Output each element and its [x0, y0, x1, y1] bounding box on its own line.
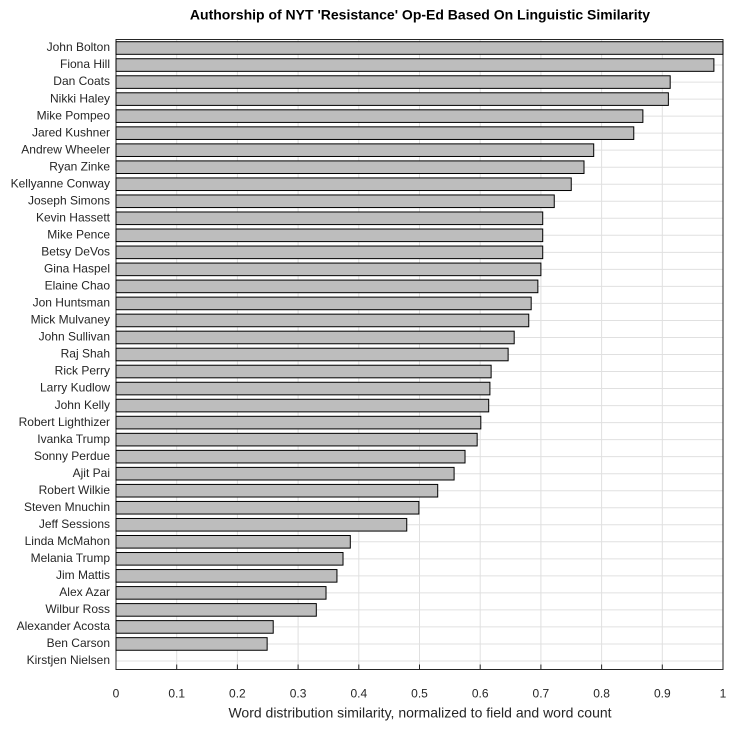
bar [115, 347, 509, 362]
y-tick-label: Ajit Pai [73, 466, 110, 480]
y-tick-label: John Bolton [47, 40, 110, 54]
bar [115, 296, 532, 311]
y-tick-label: Sonny Perdue [34, 449, 110, 463]
bar [115, 228, 544, 243]
bar [115, 517, 408, 532]
bar [115, 500, 420, 515]
bar [115, 177, 572, 192]
y-tick-label: Betsy DeVos [41, 245, 110, 259]
y-tick-label: Ryan Zinke [49, 159, 110, 173]
chart-title: Authorship of NYT 'Resistance' Op-Ed Bas… [190, 7, 650, 23]
x-tick-label: 0.3 [290, 687, 307, 701]
bar [115, 432, 478, 447]
y-tick-label: Raj Shah [61, 347, 110, 361]
y-tick-label: John Kelly [55, 398, 110, 412]
bar [115, 160, 585, 175]
bar [115, 381, 491, 396]
y-tick-label: Jim Mattis [56, 568, 110, 582]
bar [115, 637, 268, 651]
y-tick-label: Mike Pence [47, 227, 110, 241]
x-axis-label: Word distribution similarity, normalized… [228, 705, 611, 721]
y-tick-label: Kevin Hassett [36, 210, 111, 224]
bar [115, 466, 455, 481]
y-tick-label: Steven Mnuchin [24, 500, 110, 514]
y-tick-label: Robert Wilkie [39, 483, 111, 497]
y-tick-label: Mike Pompeo [37, 108, 111, 122]
y-tick-label: Melania Trump [31, 551, 111, 565]
y-tick-label: Elaine Chao [45, 279, 111, 293]
bar [115, 313, 530, 328]
x-tick-label: 0.4 [350, 687, 367, 701]
bar [115, 279, 539, 294]
y-tick-label: Gina Haspel [44, 262, 110, 276]
bar [115, 92, 669, 106]
y-tick-label: Mick Mulvaney [31, 313, 110, 327]
bar [115, 75, 671, 89]
y-tick-label: Andrew Wheeler [21, 142, 110, 156]
y-tick-label: Fiona Hill [60, 57, 110, 71]
bar [115, 262, 542, 277]
bar [115, 569, 338, 583]
bar [115, 41, 724, 55]
bar [115, 483, 439, 498]
y-tick-label: Alexander Acosta [17, 619, 111, 633]
bar [115, 449, 466, 464]
y-tick-label: Alex Azar [59, 585, 110, 599]
y-tick-label: Rick Perry [55, 364, 110, 378]
bar [115, 245, 544, 260]
bar [115, 109, 644, 123]
y-tick-label: Wilbur Ross [45, 602, 110, 616]
bar [115, 211, 544, 226]
y-tick-label: Joseph Simons [28, 193, 110, 207]
bar [115, 58, 715, 72]
y-tick-label: Larry Kudlow [40, 381, 110, 395]
bar [115, 364, 492, 379]
x-tick-label: 0.7 [533, 687, 550, 701]
x-tick-label: 0.5 [411, 687, 428, 701]
bar [115, 398, 490, 413]
bar [115, 415, 482, 430]
x-tick-label: 0 [113, 687, 120, 701]
bar [115, 620, 274, 634]
x-tick-label: 0.6 [472, 687, 489, 701]
bar [115, 126, 635, 140]
x-tick-label: 0.2 [229, 687, 246, 701]
x-tick-label: 1 [720, 687, 727, 701]
x-tick-label: 0.9 [654, 687, 671, 701]
x-tick-label: 0.1 [168, 687, 185, 701]
bar [115, 603, 317, 617]
bar [115, 143, 595, 157]
y-tick-label: Nikki Haley [50, 91, 110, 105]
y-tick-label: Dan Coats [53, 74, 110, 88]
y-tick-label: Jon Huntsman [33, 296, 110, 310]
bar [115, 194, 555, 209]
x-tick-label: 0.8 [593, 687, 610, 701]
y-tick-label: Kirstjen Nielsen [27, 653, 110, 667]
y-tick-label: Linda McMahon [25, 534, 110, 548]
y-tick-label: Robert Lighthizer [19, 415, 110, 429]
bar [115, 552, 344, 566]
y-tick-label: Ben Carson [47, 636, 110, 650]
y-tick-label: Ivanka Trump [37, 432, 110, 446]
bar [115, 330, 515, 345]
bar [115, 586, 327, 600]
y-tick-label: Jeff Sessions [39, 517, 110, 531]
y-tick-label: Kellyanne Conway [11, 176, 110, 190]
y-tick-label: John Sullivan [39, 330, 110, 344]
bar [115, 534, 351, 549]
y-tick-label: Jared Kushner [32, 125, 110, 139]
